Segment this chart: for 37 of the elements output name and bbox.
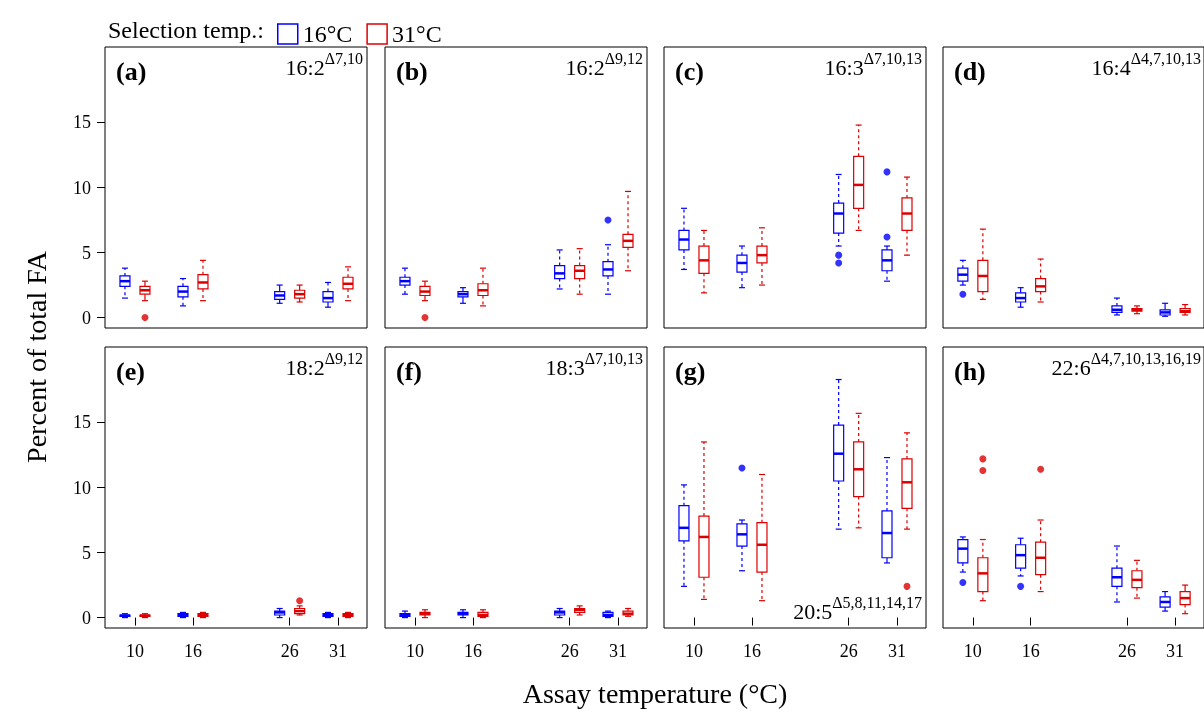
- y-tick-label: 5: [82, 242, 91, 263]
- x-tick-label: 26: [280, 641, 299, 661]
- chart-title: (a): [116, 56, 147, 86]
- y-tick-label: 5: [82, 542, 91, 563]
- chart-title: (h): [954, 356, 986, 386]
- x-tick-label: 31: [888, 641, 906, 661]
- x-tick-label: 10: [684, 641, 703, 661]
- x-axis-title: Assay temperature (°C): [522, 677, 788, 709]
- legend-label: 31°C: [392, 21, 442, 47]
- chart-title: (c): [675, 56, 704, 86]
- x-tick-label: 16: [1021, 641, 1040, 661]
- x-tick-label: 26: [560, 641, 579, 661]
- x-tick-label: 10: [405, 641, 424, 661]
- y-tick-label: 15: [73, 112, 91, 133]
- y-axis-title: Percent of total FA: [20, 250, 52, 463]
- y-tick-label: 15: [73, 412, 91, 433]
- x-tick-label: 31: [329, 641, 347, 661]
- y-tick-label: 10: [73, 477, 91, 498]
- chart-title: (g): [675, 356, 706, 386]
- y-tick-label: 0: [82, 607, 91, 628]
- x-tick-label: 26: [839, 641, 858, 661]
- x-tick-label: 16: [463, 641, 482, 661]
- x-tick-label: 10: [125, 641, 144, 661]
- x-tick-label: 31: [609, 641, 627, 661]
- chart-title: (f): [396, 356, 422, 386]
- x-tick-label: 10: [963, 641, 982, 661]
- y-tick-label: 10: [73, 177, 91, 198]
- chart-title: (e): [116, 356, 145, 386]
- legend-label: 16°C: [302, 21, 353, 47]
- x-tick-label: 16: [742, 641, 761, 661]
- x-tick-label: 16: [183, 641, 202, 661]
- chart-title: (b): [396, 56, 428, 86]
- x-tick-label: 31: [1166, 641, 1185, 661]
- x-tick-label: 26: [1117, 641, 1136, 661]
- y-tick-label: 0: [82, 307, 91, 328]
- legend-title: Selection temp.:: [108, 17, 264, 43]
- chart-title: (d): [954, 56, 986, 86]
